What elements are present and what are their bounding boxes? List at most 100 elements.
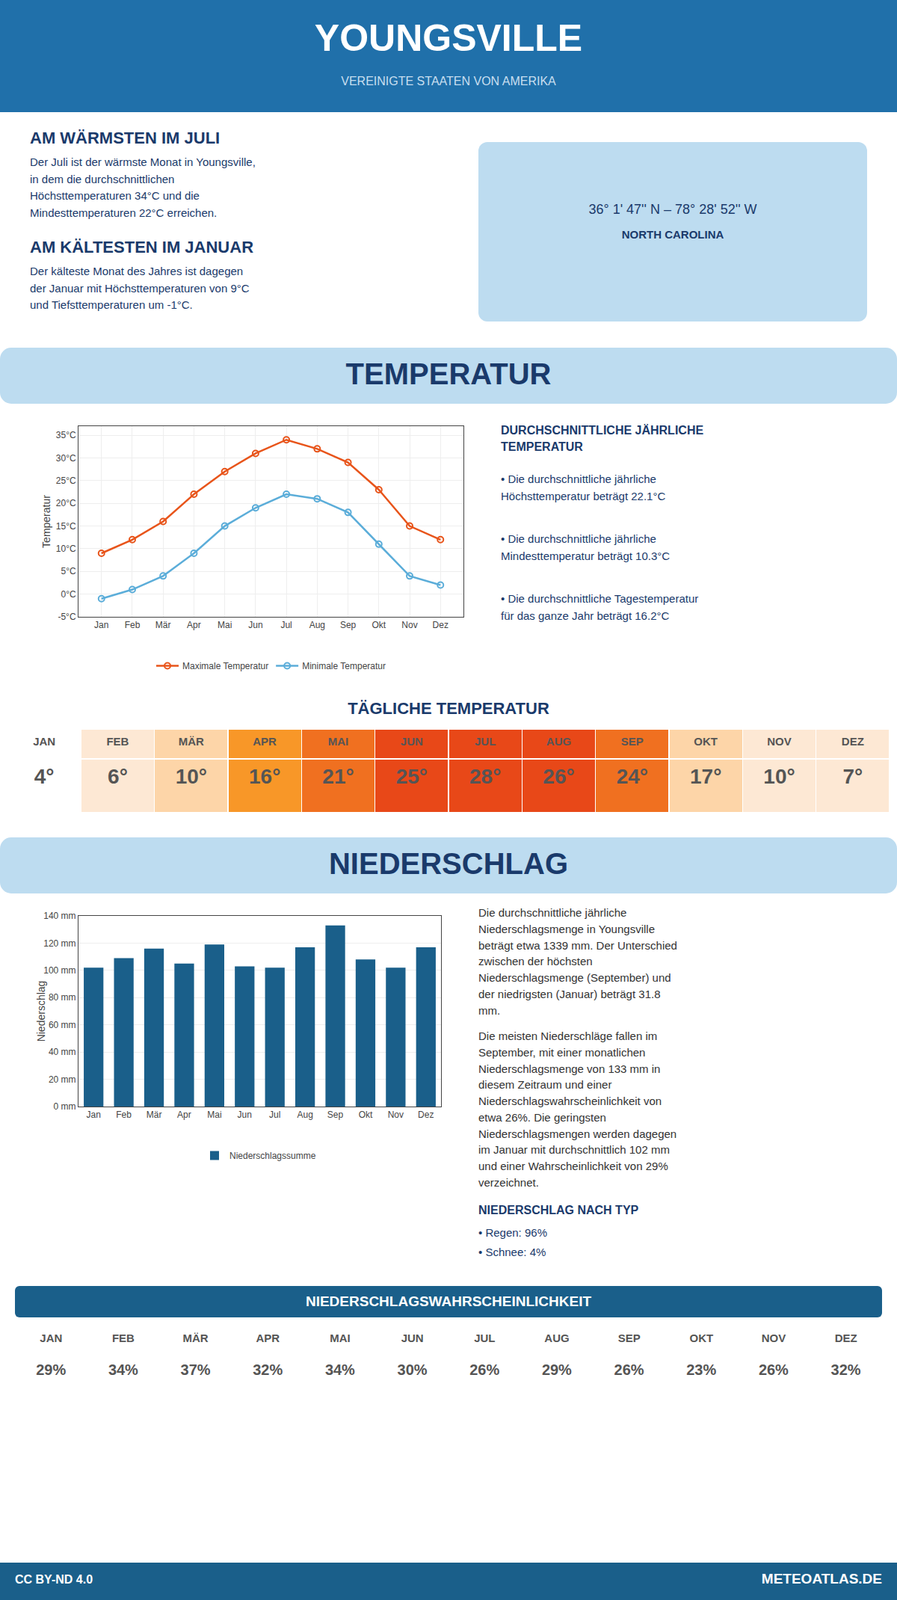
svg-text:APR: APR bbox=[252, 734, 277, 748]
svg-text:Mai: Mai bbox=[207, 1109, 222, 1120]
svg-text:JAN: JAN bbox=[39, 1331, 63, 1345]
svg-text:10°C: 10°C bbox=[56, 543, 77, 554]
svg-text:-5°C: -5°C bbox=[57, 611, 76, 622]
svg-text:15°C: 15°C bbox=[56, 521, 77, 532]
svg-text:120 mm: 120 mm bbox=[43, 938, 76, 949]
svg-text:Sep: Sep bbox=[340, 619, 357, 631]
svg-text:40 mm: 40 mm bbox=[48, 1046, 77, 1057]
svg-text:JAN: JAN bbox=[32, 734, 56, 748]
svg-text:26%: 26% bbox=[614, 1361, 645, 1378]
svg-text:4°: 4° bbox=[34, 764, 55, 788]
svg-text:34%: 34% bbox=[325, 1361, 356, 1378]
svg-text:100 mm: 100 mm bbox=[43, 965, 76, 976]
svg-text:DEZ: DEZ bbox=[834, 1331, 858, 1345]
svg-text:Niederschlagssumme: Niederschlagssumme bbox=[229, 1150, 317, 1161]
svg-text:Dez: Dez bbox=[417, 1109, 434, 1120]
svg-text:25°C: 25°C bbox=[56, 475, 77, 486]
svg-text:MÄR: MÄR bbox=[178, 734, 205, 748]
svg-text:Niederschlag: Niederschlag bbox=[35, 980, 48, 1043]
svg-text:20 mm: 20 mm bbox=[48, 1074, 77, 1085]
svg-text:26%: 26% bbox=[758, 1361, 789, 1378]
svg-text:37%: 37% bbox=[180, 1361, 211, 1378]
svg-text:Feb: Feb bbox=[115, 1109, 132, 1120]
svg-text:NOV: NOV bbox=[766, 734, 792, 748]
svg-text:Jan: Jan bbox=[94, 619, 109, 631]
svg-text:Okt: Okt bbox=[371, 619, 386, 631]
svg-text:OKT: OKT bbox=[689, 1331, 714, 1345]
svg-text:Apr: Apr bbox=[186, 619, 202, 631]
html-text:YOUNGSVILLE: YOUNGSVILLE bbox=[314, 17, 583, 60]
svg-text:26%: 26% bbox=[469, 1361, 500, 1378]
svg-text:5°C: 5°C bbox=[60, 565, 76, 577]
svg-text:20°C: 20°C bbox=[56, 497, 77, 509]
svg-text:Nov: Nov bbox=[387, 1109, 404, 1120]
svg-text:Feb: Feb bbox=[124, 619, 141, 631]
svg-text:32%: 32% bbox=[831, 1361, 862, 1378]
svg-text:SEP: SEP bbox=[618, 1331, 641, 1345]
svg-text:0°C: 0°C bbox=[60, 589, 76, 600]
svg-text:Mär: Mär bbox=[155, 619, 172, 631]
svg-text:30°C: 30°C bbox=[56, 452, 77, 464]
svg-text:23%: 23% bbox=[686, 1361, 717, 1378]
svg-text:Minimale Temperatur: Minimale Temperatur bbox=[301, 660, 386, 672]
svg-text:10°: 10° bbox=[175, 764, 208, 788]
svg-text:Jul: Jul bbox=[280, 619, 292, 631]
svg-text:JUL: JUL bbox=[473, 1331, 495, 1345]
svg-text:24°: 24° bbox=[616, 764, 649, 788]
svg-text:Mär: Mär bbox=[146, 1109, 163, 1120]
svg-text:26°: 26° bbox=[542, 764, 575, 788]
svg-text:MÄR: MÄR bbox=[183, 1331, 209, 1345]
svg-text:80 mm: 80 mm bbox=[48, 991, 77, 1003]
svg-text:DEZ: DEZ bbox=[841, 734, 865, 748]
html-text:Der kälteste Monat des Jahres: Der kälteste Monat des Jahres ist dagege… bbox=[29, 264, 250, 311]
svg-text:AUG: AUG bbox=[546, 734, 572, 748]
svg-text:NOV: NOV bbox=[761, 1331, 787, 1345]
svg-text:29%: 29% bbox=[35, 1361, 66, 1378]
svg-text:7°: 7° bbox=[842, 764, 863, 788]
svg-text:JUN: JUN bbox=[400, 734, 424, 748]
svg-text:35°C: 35°C bbox=[56, 429, 77, 441]
svg-text:30%: 30% bbox=[397, 1361, 428, 1378]
svg-text:29%: 29% bbox=[541, 1361, 572, 1378]
svg-text:Jul: Jul bbox=[269, 1109, 281, 1120]
svg-text:34%: 34% bbox=[108, 1361, 139, 1378]
svg-text:Jun: Jun bbox=[248, 619, 263, 631]
svg-text:32%: 32% bbox=[252, 1361, 283, 1378]
svg-text:16°: 16° bbox=[248, 764, 281, 788]
svg-text:Aug: Aug bbox=[309, 619, 326, 631]
svg-text:60 mm: 60 mm bbox=[48, 1019, 77, 1031]
svg-text:21°: 21° bbox=[322, 764, 354, 788]
svg-text:JUL: JUL bbox=[474, 734, 496, 748]
svg-text:10°: 10° bbox=[763, 764, 795, 788]
svg-text:17°: 17° bbox=[689, 764, 722, 788]
svg-text:MAI: MAI bbox=[329, 1331, 351, 1345]
svg-text:FEB: FEB bbox=[112, 1331, 135, 1345]
svg-text:OKT: OKT bbox=[693, 734, 718, 748]
svg-text:APR: APR bbox=[255, 1331, 280, 1345]
svg-text:Aug: Aug bbox=[296, 1109, 313, 1120]
svg-text:6°: 6° bbox=[107, 764, 128, 788]
svg-text:Nov: Nov bbox=[401, 619, 418, 631]
svg-text:Okt: Okt bbox=[358, 1109, 374, 1120]
svg-text:Dez: Dez bbox=[432, 619, 449, 631]
html-text:Der Juli ist der wärmste Monat: Der Juli ist der wärmste Monat in Youngs… bbox=[29, 155, 256, 219]
svg-text:Mai: Mai bbox=[217, 619, 232, 631]
svg-text:140 mm: 140 mm bbox=[43, 910, 76, 921]
html-text:Die durchschnittliche jährlich: Die durchschnittliche jährliche Niedersc… bbox=[478, 905, 678, 1017]
svg-text:MAI: MAI bbox=[328, 734, 350, 748]
svg-text:JUN: JUN bbox=[401, 1331, 424, 1345]
svg-text:0 mm: 0 mm bbox=[53, 1101, 77, 1112]
svg-text:Jan: Jan bbox=[86, 1109, 101, 1120]
svg-text:AUG: AUG bbox=[544, 1331, 569, 1345]
svg-text:FEB: FEB bbox=[106, 734, 129, 748]
html-text:Die meisten Niederschläge fall: Die meisten Niederschläge fallen im Sept… bbox=[478, 1029, 677, 1189]
svg-text:Temperatur: Temperatur bbox=[40, 494, 53, 548]
svg-text:Sep: Sep bbox=[327, 1109, 344, 1120]
svg-text:Apr: Apr bbox=[177, 1109, 192, 1120]
svg-text:Maximale Temperatur: Maximale Temperatur bbox=[182, 660, 269, 672]
html-text:TEMPERATUR: TEMPERATUR bbox=[345, 357, 552, 391]
svg-text:25°: 25° bbox=[396, 764, 428, 788]
svg-text:28°: 28° bbox=[469, 764, 501, 788]
svg-text:SEP: SEP bbox=[621, 734, 644, 748]
svg-text:Jun: Jun bbox=[237, 1109, 252, 1120]
